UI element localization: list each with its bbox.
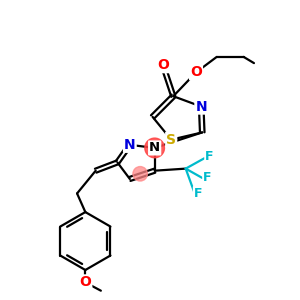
Text: F: F xyxy=(205,150,214,163)
Text: F: F xyxy=(203,171,212,184)
Text: F: F xyxy=(194,187,203,200)
Text: O: O xyxy=(80,275,91,290)
Circle shape xyxy=(145,138,164,158)
Text: N: N xyxy=(195,100,207,114)
Text: O: O xyxy=(190,65,202,80)
Text: S: S xyxy=(166,133,176,147)
Text: O: O xyxy=(157,58,169,72)
Text: N: N xyxy=(124,138,136,152)
Circle shape xyxy=(133,167,147,181)
Text: N: N xyxy=(149,141,160,154)
